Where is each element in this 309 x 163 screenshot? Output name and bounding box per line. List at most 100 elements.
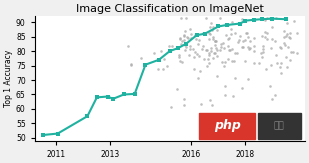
Point xyxy=(206,58,211,60)
Text: 中文: 中文 xyxy=(274,121,285,130)
Point xyxy=(180,40,185,42)
Point xyxy=(286,46,290,49)
Point xyxy=(186,37,191,40)
Point xyxy=(259,51,264,54)
Point xyxy=(240,39,245,42)
Point xyxy=(221,47,226,50)
Point xyxy=(223,93,228,96)
Point xyxy=(214,55,219,57)
Point xyxy=(284,56,289,59)
Point xyxy=(237,39,242,41)
Point xyxy=(227,48,232,51)
Point xyxy=(189,37,194,39)
Point xyxy=(288,31,293,34)
Point xyxy=(209,104,214,106)
Point xyxy=(209,46,214,49)
Point xyxy=(252,50,257,52)
Point xyxy=(210,37,215,40)
Text: php: php xyxy=(214,119,241,132)
Point xyxy=(228,33,233,36)
Point xyxy=(205,49,210,52)
Point xyxy=(265,32,270,35)
Point xyxy=(214,46,219,49)
Point xyxy=(261,48,266,51)
Point xyxy=(208,22,213,24)
Point xyxy=(219,61,224,63)
Point xyxy=(228,28,233,30)
Point xyxy=(194,53,199,56)
Point xyxy=(213,40,218,43)
Point xyxy=(129,63,133,66)
Point xyxy=(218,16,222,19)
Point xyxy=(182,33,187,36)
Point xyxy=(278,62,283,65)
Point xyxy=(188,33,193,36)
Point xyxy=(193,38,198,41)
Point xyxy=(247,47,252,50)
Point xyxy=(279,71,284,74)
Title: Image Classification on ImageNet: Image Classification on ImageNet xyxy=(76,4,264,14)
Point xyxy=(138,57,143,59)
Point xyxy=(287,59,292,62)
Point xyxy=(187,48,192,50)
Point xyxy=(233,32,238,34)
Point xyxy=(180,61,184,64)
Bar xyxy=(258,113,301,139)
Point xyxy=(199,48,204,50)
Point xyxy=(288,51,293,54)
Point xyxy=(226,45,231,48)
Point xyxy=(229,48,234,51)
Point xyxy=(191,48,196,51)
Point xyxy=(204,17,209,20)
Point xyxy=(281,30,286,32)
Point xyxy=(128,62,133,65)
Point xyxy=(245,46,250,48)
Point xyxy=(213,44,218,46)
Point xyxy=(218,48,222,51)
Point xyxy=(273,40,277,43)
Point xyxy=(193,34,198,36)
Point xyxy=(243,32,248,35)
Point xyxy=(248,40,253,43)
Point xyxy=(213,52,218,55)
Point xyxy=(187,28,192,30)
Point xyxy=(125,45,130,47)
Point xyxy=(191,55,196,58)
Point xyxy=(181,104,186,106)
Point xyxy=(269,37,274,40)
Point xyxy=(281,36,286,39)
Point xyxy=(208,98,213,101)
Point xyxy=(205,64,210,67)
Point xyxy=(240,46,245,49)
Point xyxy=(238,35,243,37)
Point xyxy=(208,26,213,28)
Point xyxy=(206,62,211,65)
Point xyxy=(263,18,268,21)
Point xyxy=(223,85,228,88)
Point xyxy=(177,37,182,39)
Point xyxy=(278,66,283,69)
Point xyxy=(282,41,287,44)
Point xyxy=(278,47,283,50)
Point xyxy=(294,52,299,54)
Point xyxy=(214,40,218,42)
Point xyxy=(210,25,215,28)
Point xyxy=(174,88,179,91)
Point xyxy=(160,68,165,71)
Point xyxy=(273,54,278,56)
Point xyxy=(273,16,278,19)
Point xyxy=(270,97,275,100)
Point xyxy=(206,38,211,41)
Point xyxy=(261,51,266,53)
Point xyxy=(199,103,204,105)
Point xyxy=(269,26,274,29)
Point xyxy=(269,64,274,67)
Point xyxy=(226,37,231,40)
Point xyxy=(244,32,249,35)
Point xyxy=(260,35,265,38)
Point xyxy=(193,50,197,53)
Point xyxy=(176,54,181,56)
Point xyxy=(269,46,273,49)
Point xyxy=(291,19,296,22)
Point xyxy=(187,54,192,56)
